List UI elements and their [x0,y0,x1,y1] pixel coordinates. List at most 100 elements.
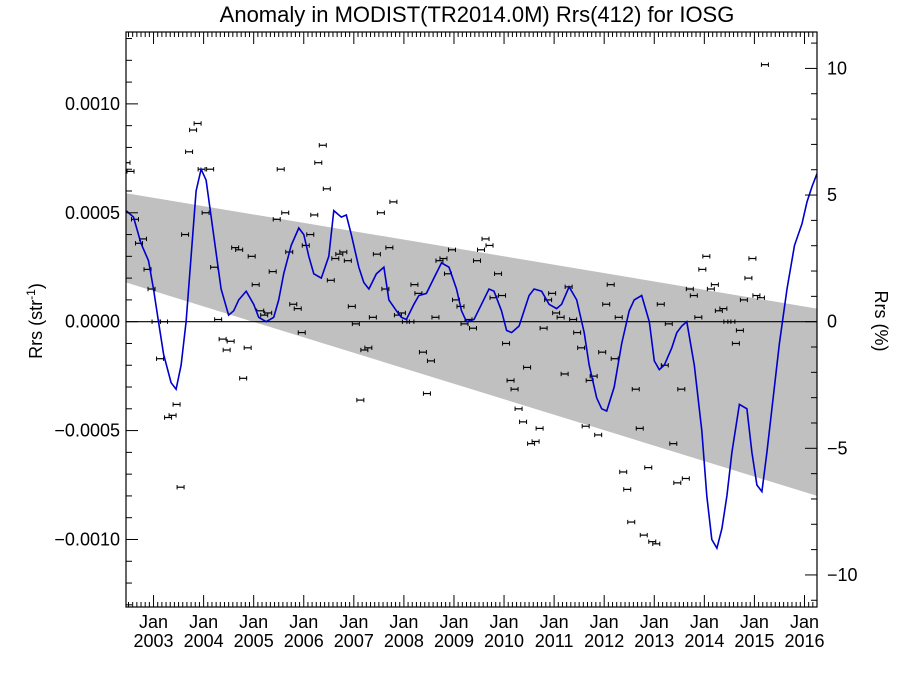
data-point [519,419,528,425]
y-tick-label: 0.0005 [65,203,120,223]
data-point [714,308,723,313]
data-point [206,167,215,172]
data-point [710,282,719,287]
y-right-tick-label: −10 [827,565,858,585]
data-point [735,328,744,333]
data-point [251,282,260,287]
data-point [669,441,678,446]
x-tick-year-label: 2012 [584,631,624,651]
plot-frame [125,31,818,608]
y-right-tick-label: 10 [827,58,847,78]
data-point [264,310,273,316]
data-point [744,275,753,281]
data-point [276,167,285,172]
data-point [569,317,578,322]
y-right-tick-label: 5 [827,185,837,205]
data-point [581,424,590,429]
data-point [176,485,185,490]
x-tick-year-label: 2007 [334,631,374,651]
data-point [627,519,636,525]
data-point [322,186,331,192]
x-tick-year-label: 2014 [684,631,724,651]
x-tick-year-label: 2010 [484,631,524,651]
x-tick-year-label: 2013 [634,631,674,651]
data-point [548,291,557,296]
x-tick-month-label: Jan [540,612,569,632]
data-point [594,432,603,438]
data-point [314,160,323,165]
data-point [681,476,690,481]
x-tick-year-label: 2006 [284,631,324,651]
data-point [494,271,503,276]
data-point [181,232,190,237]
data-point [226,339,235,344]
x-tick-month-label: Jan [239,612,268,632]
trend-band [126,193,817,496]
data-point [460,321,469,327]
data-point [201,210,210,215]
data-point [652,541,661,547]
data-point [331,256,340,261]
data-point [447,247,456,253]
y-tick-label: −0.0010 [54,529,120,549]
data-point [731,341,740,346]
data-point [218,336,227,342]
data-point [235,247,244,253]
y-tick-label: −0.0005 [54,421,120,441]
data-point [160,319,169,324]
x-tick-month-label: Jan [590,612,619,632]
data-point [535,426,544,431]
x-tick-year-label: 2015 [734,631,774,651]
data-point [214,317,223,322]
chart-title: Anomaly in MODIST(TR2014.0M) Rrs(412) fo… [220,2,735,27]
data-point [485,243,494,248]
data-point [306,232,315,237]
data-point [172,402,181,407]
data-point [556,315,565,320]
x-tick-month-label: Jan [389,612,418,632]
data-point [689,293,698,298]
data-point [531,439,540,444]
data-point [685,286,694,292]
data-point [222,347,231,353]
plot-content [126,62,817,551]
data-point [719,306,728,311]
x-tick-year-label: 2016 [784,631,824,651]
data-point [189,127,198,133]
data-point [648,539,657,544]
smoothed-series-line [126,166,817,551]
data-point [297,330,306,335]
data-point [289,302,298,307]
y-axis-label-left: Rrs (str-1) [24,283,46,359]
data-point [498,293,507,298]
data-point [469,326,478,331]
x-tick-year-label: 2005 [234,631,274,651]
data-point [426,358,435,364]
data-point [560,371,569,377]
data-point [268,269,277,274]
data-point [126,169,135,174]
data-point [272,217,281,222]
data-point [343,258,352,263]
data-point [372,251,381,257]
data-point [639,532,648,538]
data-point [573,330,582,335]
data-point [168,413,177,418]
data-point [577,345,586,351]
x-tick-month-label: Jan [189,612,218,632]
data-point [231,245,240,250]
x-tick-month-label: Jan [139,612,168,632]
data-point [698,267,707,272]
data-point [510,386,519,392]
data-point [473,258,482,263]
data-point [239,376,248,381]
x-tick-year-label: 2003 [134,631,174,651]
x-tick-month-label: Jan [439,612,468,632]
data-point [164,415,173,420]
data-point [727,319,736,324]
data-point [351,321,360,327]
data-point [606,282,615,287]
x-tick-month-label: Jan [289,612,318,632]
data-point [706,286,715,292]
x-tick-month-label: Jan [690,612,719,632]
